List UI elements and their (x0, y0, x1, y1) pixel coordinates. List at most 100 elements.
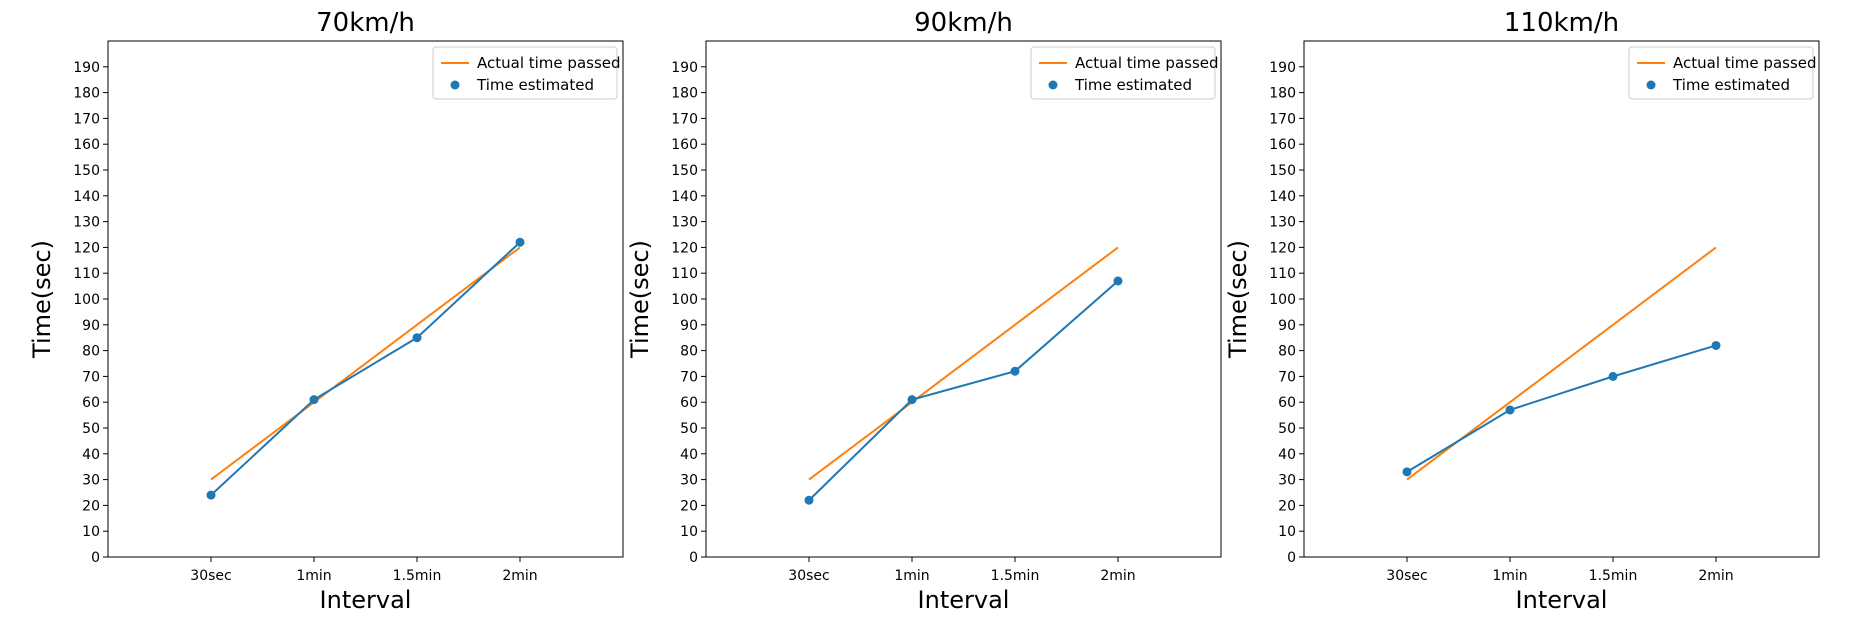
x-axis-label: Interval (320, 586, 412, 614)
x-tick-label: 2min (1100, 568, 1135, 584)
y-tick-label: 90 (680, 318, 698, 334)
data-point (1113, 276, 1123, 286)
y-tick-label: 90 (82, 318, 100, 334)
series-line-time-estimated (210, 241, 521, 496)
series-line-actual-time-passed (210, 246, 521, 481)
series-line-time-estimated (808, 280, 1119, 501)
y-tick-label: 70 (680, 369, 698, 385)
y-tick-label: 60 (82, 395, 100, 411)
y-tick-label: 10 (1278, 524, 1296, 540)
data-point (1711, 340, 1721, 350)
y-tick-label: 40 (82, 447, 100, 463)
y-tick-label: 80 (680, 344, 698, 360)
x-tick-label: 1min (296, 568, 331, 584)
legend-label: Actual time passed (1673, 54, 1817, 72)
series-line-time-estimated (1406, 344, 1717, 473)
x-tick-label: 1min (1492, 568, 1527, 584)
y-tick-label: 80 (82, 344, 100, 360)
y-axis-label: Time(sec) (1224, 240, 1252, 359)
y-tick-label: 0 (1287, 550, 1296, 566)
legend-box (1628, 46, 1814, 100)
y-tick-label: 60 (680, 395, 698, 411)
legend: Actual time passed Time estimated (1628, 46, 1817, 100)
x-tick-label: 30sec (1386, 568, 1427, 584)
x-tick-label: 1.5min (991, 568, 1040, 584)
chart-panel-2: 90km/h 0 10 20 30 40 50 60 70 80 90 100 110 120 130 140… (626, 8, 1222, 614)
data-point (1402, 467, 1412, 477)
legend-label: Time estimated (476, 76, 594, 94)
y-tick-label: 190 (73, 60, 100, 76)
x-tick-label: 30sec (788, 568, 829, 584)
data-point (907, 395, 917, 405)
x-tick-label: 1.5min (1589, 568, 1638, 584)
y-tick-label: 100 (671, 292, 698, 308)
plot-frame (1303, 40, 1820, 558)
y-tick-label: 180 (73, 86, 100, 102)
y-tick-label: 150 (1269, 163, 1296, 179)
x-axis-label: Interval (918, 586, 1010, 614)
y-tick-label: 190 (1269, 60, 1296, 76)
y-tick-label: 160 (73, 137, 100, 153)
data-point (515, 237, 525, 247)
x-axis-label: Interval (1516, 586, 1608, 614)
y-tick-label: 120 (1269, 240, 1296, 256)
y-tick-label: 140 (671, 189, 698, 205)
data-point (412, 333, 422, 343)
x-tick-label: 1min (894, 568, 929, 584)
chart-title: 90km/h (914, 8, 1013, 38)
chart-title: 110km/h (1504, 8, 1619, 38)
y-tick-label: 20 (680, 498, 698, 514)
y-tick-label: 0 (91, 550, 100, 566)
y-tick-label: 140 (1269, 189, 1296, 205)
y-tick-label: 170 (1269, 111, 1296, 127)
y-tick-label: 130 (73, 215, 100, 231)
plot-frame (107, 40, 624, 558)
y-tick-label: 150 (671, 163, 698, 179)
legend-label: Time estimated (1074, 76, 1192, 94)
y-tick-label: 30 (82, 473, 100, 489)
y-tick-label: 80 (1278, 344, 1296, 360)
legend-marker (450, 80, 460, 90)
legend-label: Actual time passed (477, 54, 621, 72)
legend-marker (1646, 80, 1656, 90)
y-tick-label: 190 (671, 60, 698, 76)
y-tick-label: 90 (1278, 318, 1296, 334)
y-tick-label: 180 (1269, 86, 1296, 102)
y-tick-label: 180 (671, 86, 698, 102)
y-tick-label: 50 (82, 421, 100, 437)
y-tick-label: 170 (671, 111, 698, 127)
y-tick-label: 30 (680, 473, 698, 489)
y-tick-label: 120 (73, 240, 100, 256)
y-tick-label: 100 (1269, 292, 1296, 308)
y-tick-label: 30 (1278, 473, 1296, 489)
data-point (1505, 405, 1515, 415)
chart-panel-1: 70km/h 0 10 20 30 40 50 60 70 80 90 100 110 120 130 140… (28, 8, 624, 614)
x-tick-label: 30sec (190, 568, 231, 584)
y-tick-label: 50 (1278, 421, 1296, 437)
y-tick-label: 20 (1278, 498, 1296, 514)
y-tick-label: 130 (1269, 215, 1296, 231)
y-tick-label: 110 (1269, 266, 1296, 282)
y-tick-label: 170 (73, 111, 100, 127)
x-tick-label: 2min (502, 568, 537, 584)
y-axis-label: Time(sec) (28, 240, 56, 359)
y-tick-label: 10 (680, 524, 698, 540)
y-tick-label: 110 (73, 266, 100, 282)
y-tick-label: 0 (689, 550, 698, 566)
data-point (1608, 371, 1618, 381)
y-tick-label: 20 (82, 498, 100, 514)
y-tick-label: 150 (73, 163, 100, 179)
legend-box (432, 46, 618, 100)
legend-label: Time estimated (1672, 76, 1790, 94)
y-tick-label: 120 (671, 240, 698, 256)
y-tick-label: 70 (82, 369, 100, 385)
y-tick-label: 70 (1278, 369, 1296, 385)
legend: Actual time passed Time estimated (432, 46, 621, 100)
y-tick-label: 140 (73, 189, 100, 205)
legend: Actual time passed Time estimated (1030, 46, 1219, 100)
y-tick-label: 50 (680, 421, 698, 437)
y-tick-label: 160 (671, 137, 698, 153)
y-tick-label: 40 (680, 447, 698, 463)
chart-panel-3: 110km/h 0 10 20 30 40 50 60 70 80 90 100 110 120 130 14… (1224, 8, 1820, 614)
